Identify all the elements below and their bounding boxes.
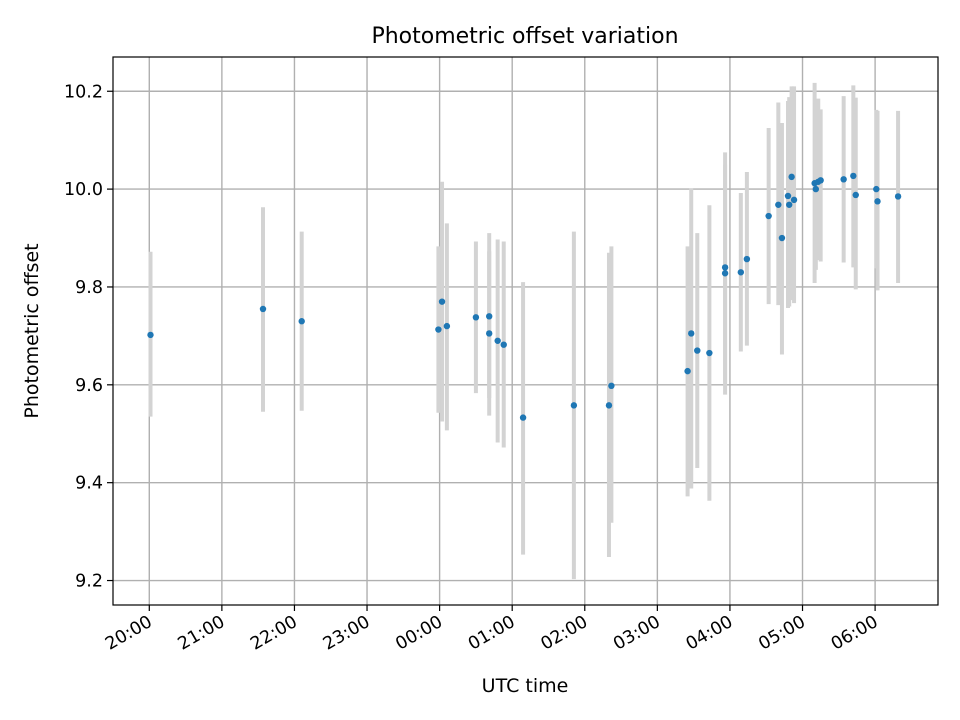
x-axis-ticks: 20:00 21:00 22:00 23:00 00:00 01:00 02:00 03:00… — [102, 605, 882, 655]
x-tick-label: 06:00 — [828, 612, 882, 655]
data-points — [147, 172, 902, 421]
y-tick-label: 9.8 — [75, 278, 103, 298]
data-point — [519, 414, 527, 421]
data-point — [608, 382, 615, 389]
plot-frame — [112, 56, 939, 606]
data-point — [894, 193, 902, 200]
data-point — [873, 185, 880, 193]
y-tick-label: 9.6 — [75, 376, 103, 396]
x-tick-label: 02:00 — [538, 612, 592, 655]
data-point — [850, 172, 857, 180]
data-point — [688, 330, 695, 337]
data-point — [570, 402, 578, 409]
data-point — [786, 201, 793, 208]
y-tick-label: 10.0 — [64, 180, 103, 200]
data-point — [486, 313, 493, 320]
x-tick-label: 03:00 — [610, 612, 664, 655]
x-tick-label: 04:00 — [683, 612, 737, 655]
y-tick-label: 9.4 — [75, 474, 103, 494]
data-point — [765, 212, 772, 220]
y-axis-ticks: 9.2 9.4 9.6 9.8 10.0 10.2 — [64, 82, 113, 592]
data-point — [684, 367, 691, 375]
data-point — [721, 264, 729, 271]
data-point — [147, 331, 154, 339]
data-point — [443, 322, 451, 330]
x-tick-label: 21:00 — [175, 612, 229, 655]
x-tick-label: 22:00 — [247, 612, 301, 655]
x-tick-label: 20:00 — [102, 612, 156, 655]
data-point — [852, 191, 859, 199]
data-point — [788, 173, 795, 181]
x-tick-label: 01:00 — [465, 612, 519, 655]
data-point — [775, 201, 782, 208]
data-point — [486, 330, 493, 337]
data-point — [438, 298, 446, 305]
data-point — [790, 196, 798, 204]
data-point — [259, 305, 267, 313]
data-point — [435, 326, 442, 333]
x-tick-label: 23:00 — [320, 612, 374, 655]
data-point — [694, 347, 701, 354]
error-bars — [148, 82, 901, 580]
data-point — [500, 341, 507, 348]
data-point — [706, 349, 713, 357]
data-point — [874, 198, 881, 205]
chart-title: Photometric offset variation — [371, 24, 678, 49]
x-axis-label: UTC time — [482, 675, 569, 697]
data-point — [743, 255, 751, 263]
data-point — [721, 270, 729, 277]
data-point — [817, 177, 824, 184]
y-axis-label: Photometric offset — [21, 243, 43, 418]
data-point — [840, 176, 847, 183]
y-tick-label: 10.2 — [64, 82, 103, 102]
data-point — [472, 314, 480, 321]
x-tick-label: 00:00 — [392, 612, 446, 655]
data-point — [298, 318, 305, 325]
data-point — [605, 402, 613, 409]
data-point — [494, 337, 501, 344]
data-point — [737, 269, 745, 276]
data-point — [784, 192, 792, 200]
y-tick-label: 9.2 — [75, 572, 103, 592]
x-tick-label: 05:00 — [755, 612, 809, 655]
data-point — [778, 234, 786, 242]
data-point — [812, 185, 820, 193]
